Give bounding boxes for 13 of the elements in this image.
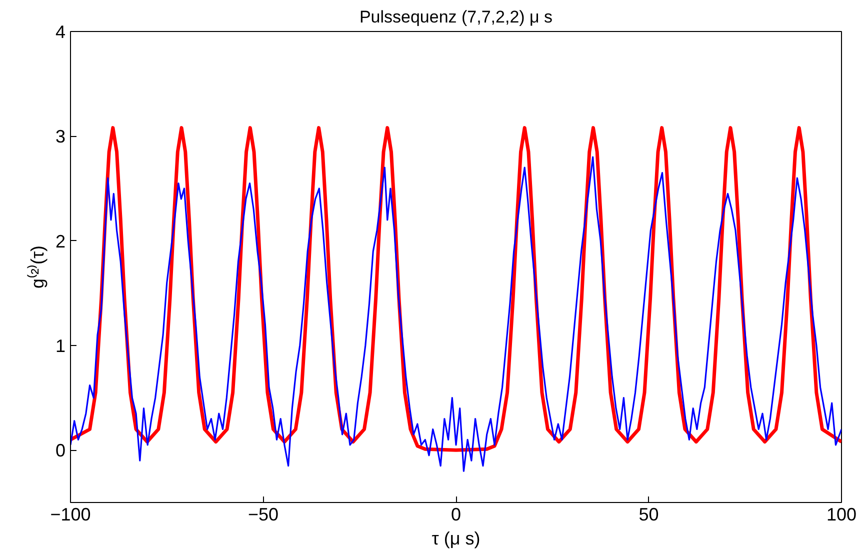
y-tick-label: 3 [55, 126, 66, 147]
x-tick-label: 0 [450, 504, 462, 524]
x-tick-label: 50 [638, 504, 659, 524]
y-tick-label: 4 [55, 22, 66, 42]
x-tick-label: 100 [826, 504, 857, 524]
x-tick-label: −50 [248, 504, 279, 524]
chart-title: Pulssequenz (7,7,2,2) μ s [359, 8, 553, 26]
x-tick-label: −100 [50, 504, 91, 524]
y-axis-title: g⁽²⁾(τ) [26, 245, 48, 289]
y-tick-label: 1 [55, 336, 66, 356]
x-axis-title: τ (μ s) [432, 528, 480, 548]
y-tick-label: 0 [55, 440, 66, 461]
y-tick-label: 2 [55, 231, 66, 252]
